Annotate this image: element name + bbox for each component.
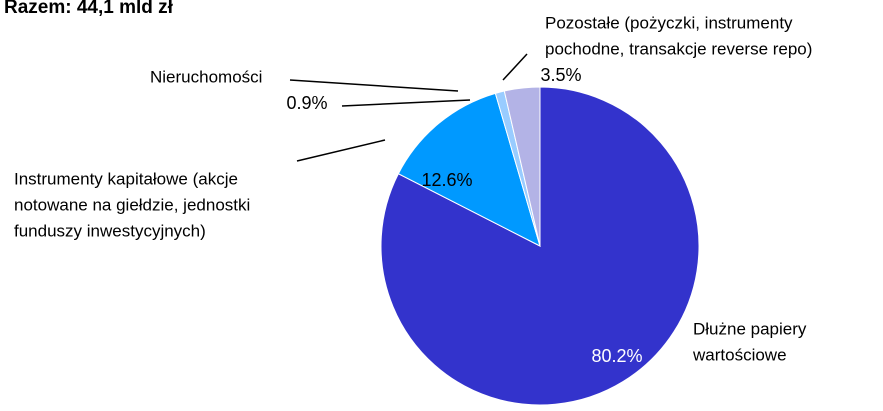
chart-title: Razem: 44,1 mld zł [4,0,174,18]
category-label: wartościowe [692,345,787,364]
category-label: Pozostałe (pożyczki, instrumenty [545,13,793,32]
leader-line [289,79,459,92]
pie [380,86,700,406]
value-label: 12.6% [421,170,472,190]
category-label: pochodne, transakcje reverse repo) [545,39,812,58]
value-label: 80.2% [591,346,642,366]
category-label: funduszy inwestycyjnych) [14,221,206,240]
pie-slice [503,86,541,247]
leader-line [502,53,528,81]
category-label: notowane na giełdzie, jednostki [14,195,250,214]
category-label: Nieruchomości [150,67,262,86]
value-label: 3.5% [540,65,581,85]
value-label: 0.9% [286,93,327,113]
category-label: Instrumenty kapitałowe (akcje [14,169,238,188]
category-label: Dłużne papiery [693,319,807,338]
pie-slice [397,92,541,247]
leader-line [341,99,471,107]
leader-line [296,139,386,162]
